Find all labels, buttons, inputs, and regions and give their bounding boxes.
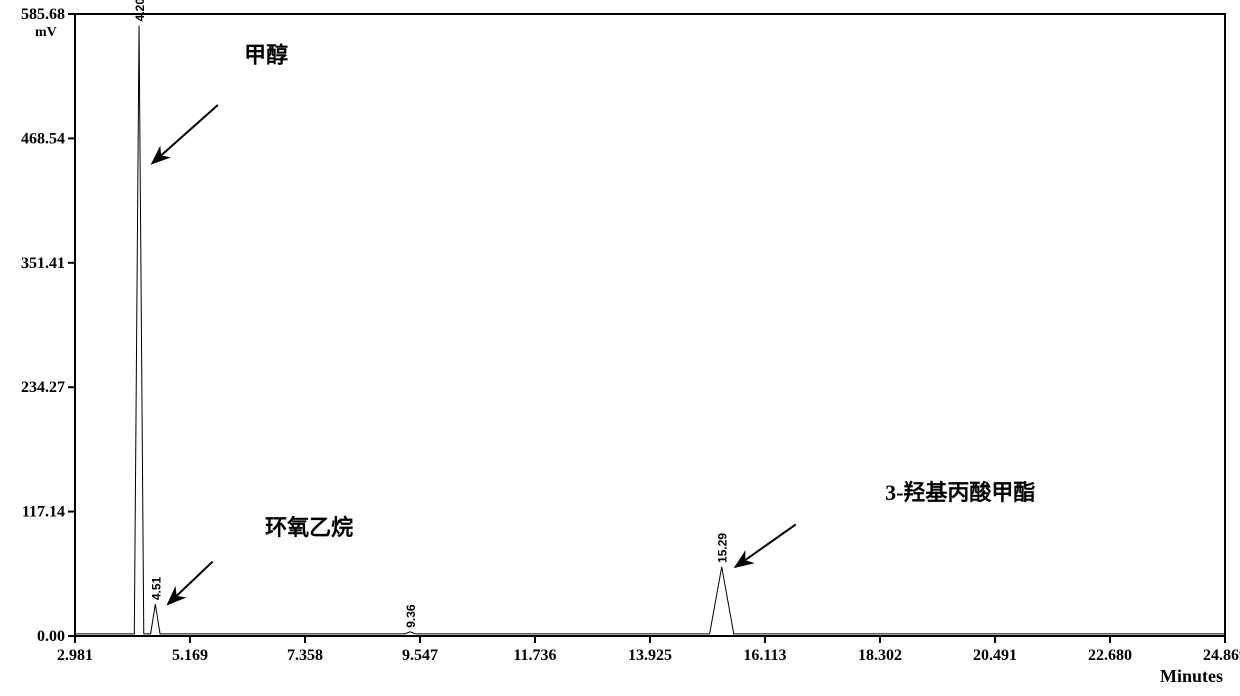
annotation-arrow xyxy=(152,105,218,163)
y-tick-label: 468.54 xyxy=(21,130,65,147)
y-axis-unit: mV xyxy=(35,25,57,40)
x-tick-label: 22.680 xyxy=(1088,647,1132,664)
x-tick-label: 16.113 xyxy=(743,647,786,664)
x-tick-label: 18.302 xyxy=(858,647,902,664)
peak-rt-label: 15.29 xyxy=(716,533,730,563)
x-axis-title: Minutes xyxy=(1160,666,1223,686)
y-tick-label: 117.14 xyxy=(22,504,65,521)
x-tick-label: 13.925 xyxy=(628,647,672,664)
chromatogram-trace xyxy=(75,25,1225,634)
annotation-label: 3-羟基丙酸甲酯 xyxy=(885,480,1035,505)
y-tick-label: 351.41 xyxy=(21,255,65,272)
x-tick-label: 20.491 xyxy=(973,647,1017,664)
annotation-label: 甲醇 xyxy=(244,43,288,68)
x-tick-label: 11.736 xyxy=(513,647,556,664)
x-tick-label: 2.981 xyxy=(57,647,93,664)
y-tick-label: 585.68 xyxy=(21,6,65,23)
x-tick-label: 9.547 xyxy=(402,647,438,664)
annotation-label: 环氧乙烷 xyxy=(265,515,353,540)
chromatogram-svg: 0.00 117.14 234.27 351.41 468.54 585.68 mV 2.98… xyxy=(0,0,1240,696)
peak-rt-label: 9.36 xyxy=(404,604,418,628)
x-tick-label: 5.169 xyxy=(172,647,208,664)
x-tick-label: 24.869 xyxy=(1203,647,1240,664)
peak-rt-label: 4.20 xyxy=(133,0,147,21)
x-tick-label: 7.358 xyxy=(287,647,323,664)
y-tick-label: 0.00 xyxy=(37,628,65,645)
annotation-arrow xyxy=(735,524,795,566)
annotation-arrow xyxy=(168,562,213,604)
chromatogram-chart: 0.00 117.14 234.27 351.41 468.54 585.68 mV 2.98… xyxy=(0,0,1240,696)
plot-border xyxy=(75,14,1225,636)
y-tick-label: 234.27 xyxy=(21,379,65,396)
peak-rt-label: 4.51 xyxy=(149,576,163,600)
